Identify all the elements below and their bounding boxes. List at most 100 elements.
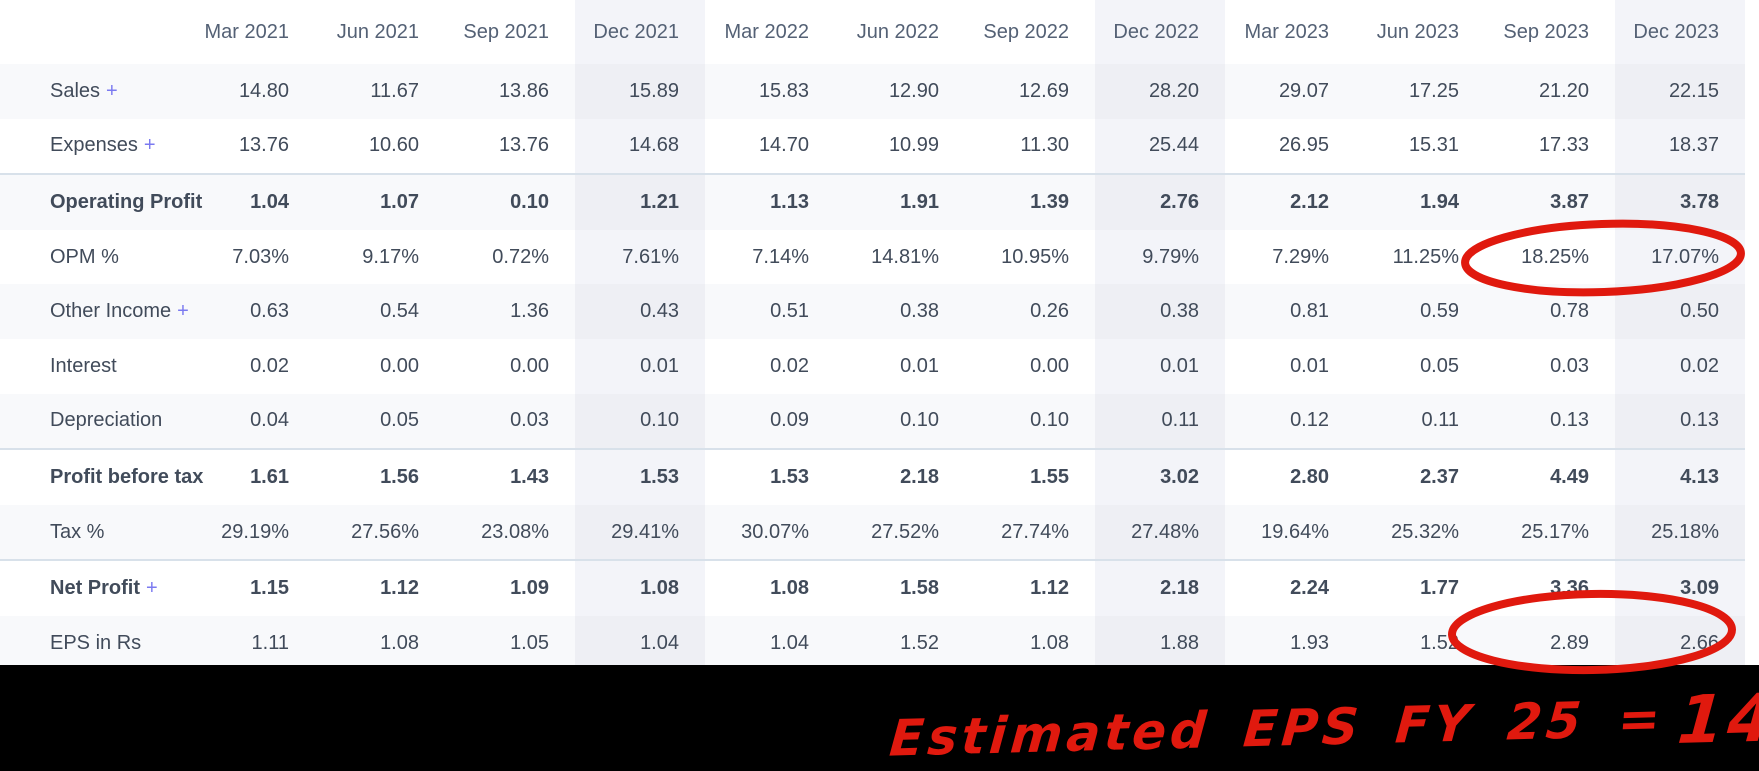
table-row: EPS in Rs 1.11 1.08 1.05 1.04 1.04 1.52 1.08 1.8… <box>0 615 1745 671</box>
cell: 0.12 <box>1225 393 1355 450</box>
cell: 3.78 <box>1615 173 1745 230</box>
cell: 10.95% <box>1001 245 1069 268</box>
cell: 0.13 <box>1615 393 1745 450</box>
column-header: Sep 2022 <box>983 20 1069 43</box>
cell: 0.54 <box>315 284 445 339</box>
row-label: EPS in Rs <box>0 615 185 671</box>
cell: 2.66 <box>1615 615 1745 671</box>
cell: 1.53 <box>705 448 835 505</box>
expand-icon[interactable]: + <box>146 577 158 600</box>
cell: 0.01 <box>575 338 705 394</box>
cell: 23.08% <box>445 504 575 561</box>
cell: 0.50 <box>1615 284 1745 339</box>
cell: 14.80 <box>185 64 315 119</box>
row-label: Interest <box>50 354 117 377</box>
cell: 0.00 <box>510 354 549 377</box>
cell: 22.15 <box>1615 64 1745 119</box>
cell: 3.09 <box>1615 559 1745 616</box>
cell: 1.61 <box>185 448 315 505</box>
cell: 29.07 <box>1225 64 1355 119</box>
cell: 30.07% <box>705 504 835 561</box>
table-row: Net Profit +1.15 1.12 1.09 1.08 1.08 1.58 1.12 2… <box>0 559 1745 616</box>
table-row: OPM % 7.03% 9.17% 0.72% 7.61% 7.14% 14.81% 10.9… <box>0 229 1745 285</box>
column-header: Dec 2023 <box>1615 0 1745 64</box>
cell: 1.88 <box>1095 615 1225 671</box>
cell: 11.25% <box>1392 245 1459 268</box>
cell: 1.77 <box>1355 559 1485 616</box>
cell: 1.12 <box>965 559 1095 616</box>
cell: 0.10 <box>965 393 1095 450</box>
row-label[interactable]: Net Profit + <box>0 559 185 616</box>
cell: 28.20 <box>1095 64 1225 119</box>
row-label: OPM % <box>50 245 119 268</box>
cell: 1.21 <box>575 173 705 230</box>
cell: 0.02 <box>770 354 809 377</box>
cell: 0.05 <box>1420 354 1459 377</box>
cell: 0.00 <box>1030 354 1069 377</box>
row-label[interactable]: Other Income + <box>0 284 189 339</box>
cell: 4.49 <box>1485 448 1615 505</box>
table-row: Profit before tax 1.61 1.56 1.43 1.53 1.53 2.1… <box>0 448 1745 505</box>
cell: 0.03 <box>1550 354 1589 377</box>
cell: 3.87 <box>1485 173 1615 230</box>
cell: 9.17% <box>362 245 419 268</box>
cell: 0.59 <box>1355 284 1485 339</box>
cell: 0.01 <box>900 354 939 377</box>
table-body: Sales +14.80 11.67 13.86 15.89 15.83 12.90 12.6… <box>0 64 1745 671</box>
cell: 0.03 <box>445 393 575 450</box>
cell: 2.89 <box>1485 615 1615 671</box>
expand-icon[interactable]: + <box>106 79 118 102</box>
column-header: Jun 2023 <box>1376 20 1459 43</box>
cell: 1.11 <box>185 615 315 671</box>
cell: 1.53 <box>575 448 705 505</box>
cell: 1.04 <box>185 173 315 230</box>
cell: 0.81 <box>1225 284 1355 339</box>
cell: 18.25% <box>1521 245 1589 268</box>
row-label: Tax % <box>0 504 185 561</box>
cell: 0.04 <box>185 393 315 450</box>
bottom-black-strip <box>0 665 1759 771</box>
column-header: Sep 2021 <box>463 20 549 43</box>
cell: 0.02 <box>250 354 289 377</box>
cell: 0.38 <box>1095 284 1225 339</box>
cell: 1.05 <box>445 615 575 671</box>
cell: 12.90 <box>835 64 965 119</box>
cell: 3.02 <box>1095 448 1225 505</box>
table-row: Interest 0.02 0.00 0.00 0.01 0.02 0.01 0.00 0.01… <box>0 338 1745 394</box>
expand-icon[interactable]: + <box>143 134 156 157</box>
cell: 0.13 <box>1485 393 1615 450</box>
cell: 1.04 <box>705 615 835 671</box>
column-header: Mar 2023 <box>1244 20 1330 43</box>
cell: 1.13 <box>705 173 835 230</box>
cell: 0.63 <box>185 284 315 339</box>
row-label[interactable]: Sales + <box>0 64 185 119</box>
table-row: Depreciation 0.04 0.05 0.03 0.10 0.09 0.10 0.10… <box>0 393 1745 450</box>
cell: 2.12 <box>1225 173 1355 230</box>
cell: 1.09 <box>445 559 575 616</box>
table-row: Other Income +0.63 0.54 1.36 0.43 0.51 0.38 0.2… <box>0 284 1745 339</box>
cell: 15.89 <box>575 64 705 119</box>
cell: 1.56 <box>315 448 445 505</box>
cell: 0.51 <box>705 284 835 339</box>
cell: 1.58 <box>835 559 965 616</box>
cell: 0.11 <box>1095 393 1225 450</box>
cell: 1.08 <box>705 559 835 616</box>
cell: 2.18 <box>835 448 965 505</box>
cell: 13.76 <box>498 134 549 157</box>
cell: 7.14% <box>752 245 809 268</box>
cell: 7.03% <box>232 245 289 268</box>
cell: 0.01 <box>1095 338 1225 394</box>
row-label[interactable]: Expenses + <box>50 134 156 157</box>
cell: 13.76 <box>238 134 289 157</box>
cell: 18.37 <box>1615 118 1745 175</box>
expand-icon[interactable]: + <box>177 300 189 323</box>
cell: 1.04 <box>575 615 705 671</box>
column-header: Jun 2022 <box>856 20 939 43</box>
cell: 14.68 <box>575 118 705 175</box>
cell: 0.05 <box>315 393 445 450</box>
cell: 7.29% <box>1272 245 1329 268</box>
cell: 1.08 <box>315 615 445 671</box>
cell: 2.24 <box>1225 559 1355 616</box>
header-row: Mar 2021 Jun 2021 Sep 2021 Dec 2021 Mar 2022… <box>0 0 1745 64</box>
table-row: Sales +14.80 11.67 13.86 15.89 15.83 12.90 12.6… <box>0 64 1745 119</box>
